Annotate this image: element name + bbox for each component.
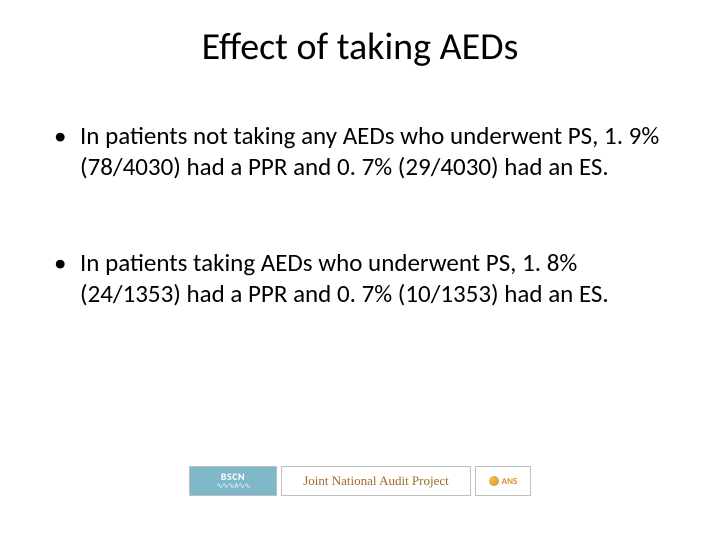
bscn-logo: BSCN ∿∿∿∧∿∿ [189, 466, 277, 496]
ans-logo: ANS [475, 466, 531, 496]
slide-body: In patients not taking any AEDs who unde… [54, 120, 666, 309]
bullet-item: In patients taking AEDs who underwent PS… [54, 247, 666, 310]
footer-logos: BSCN ∿∿∿∧∿∿ Joint National Audit Project… [0, 466, 720, 496]
bullet-gap [54, 183, 666, 247]
slide-title: Effect of taking AEDs [0, 24, 720, 70]
bullet-list: In patients not taking any AEDs who unde… [54, 120, 666, 309]
jnap-logo: Joint National Audit Project [281, 466, 471, 496]
bscn-wave-icon: ∿∿∿∧∿∿ [216, 482, 249, 490]
jnap-logo-text: Joint National Audit Project [303, 473, 449, 489]
ans-logo-text: ANS [502, 476, 518, 487]
slide: Effect of taking AEDs In patients not ta… [0, 0, 720, 540]
ans-dot-icon [489, 476, 499, 486]
bullet-item: In patients not taking any AEDs who unde… [54, 120, 666, 183]
